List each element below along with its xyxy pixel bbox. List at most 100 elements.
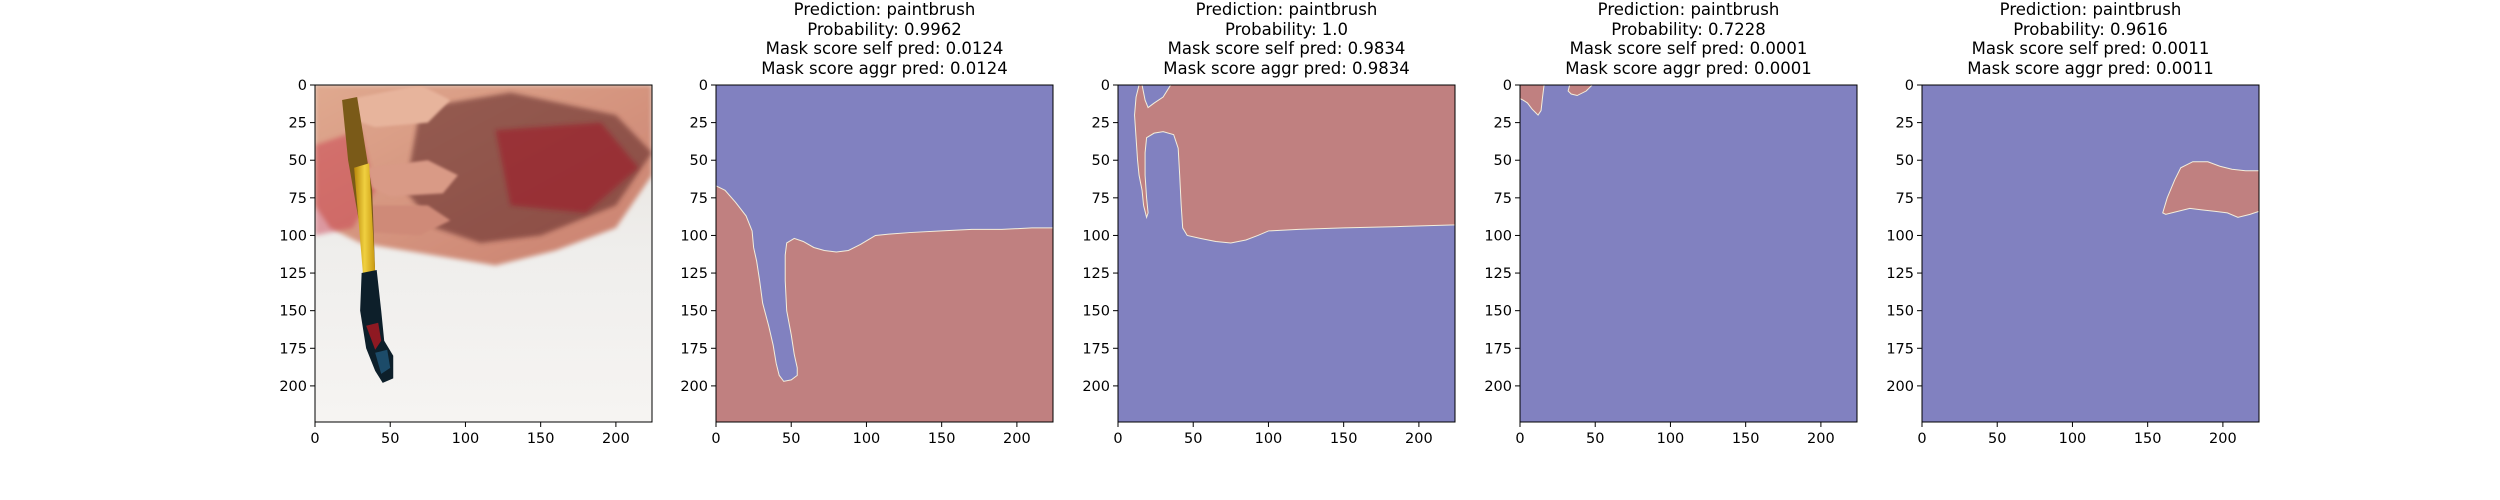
axes-frame [1117, 84, 1456, 423]
x-tick-label: 50 [1184, 431, 1202, 447]
x-tick-label: 100 [2059, 431, 2087, 447]
panel-title-3: Prediction: paintbrush Probability: 0.722… [1519, 0, 1859, 78]
x-tick-label: 100 [452, 431, 480, 447]
x-tick-label: 200 [1807, 431, 1835, 447]
y-tick-label: 125 [680, 266, 708, 282]
mask-region-red [1520, 85, 1545, 116]
y-tick-label: 50 [1494, 153, 1512, 169]
y-tick-label: 200 [680, 379, 708, 395]
x-tick-label: 150 [1732, 431, 1760, 447]
y-tick-label: 125 [1484, 266, 1512, 282]
y-tick-label: 75 [1896, 191, 1914, 207]
panel-content [315, 85, 652, 422]
photo-brush-ferrule [354, 163, 376, 277]
y-tick-label: 0 [1101, 78, 1110, 94]
axes-frame [1519, 84, 1858, 423]
panel-content [1520, 85, 1857, 422]
y-tick-label: 25 [1092, 116, 1110, 132]
x-tick-label: 0 [1917, 431, 1926, 447]
y-tick-label: 150 [680, 304, 708, 320]
panel-title-4: Prediction: paintbrush Probability: 0.961… [1921, 0, 2261, 78]
y-tick-label: 150 [1484, 304, 1512, 320]
y-tick-label: 200 [1886, 379, 1914, 395]
y-tick-label: 175 [279, 341, 307, 357]
y-tick-label: 175 [1886, 341, 1914, 357]
mask-panel-3: 0 50 100 150 200 0 25 50 75 100 125 150 175 200 [1484, 78, 1858, 447]
mask-region-red [1567, 85, 1593, 97]
x-tick-label: 150 [928, 431, 956, 447]
prediction-line: Prediction: paintbrush [1597, 0, 1780, 19]
probability-line: Probability: 0.7228 [1611, 19, 1766, 39]
y-tick-label: 75 [289, 191, 307, 207]
mask-score-aggr-line: Mask score aggr pred: 0.0001 [1565, 58, 1812, 78]
prediction-line: Prediction: paintbrush [793, 0, 976, 19]
y-tick-label: 50 [1092, 153, 1110, 169]
mask-score-aggr-line: Mask score aggr pred: 0.0124 [761, 58, 1008, 78]
y-tick-label: 0 [1503, 78, 1512, 94]
x-tick-label: 200 [1405, 431, 1433, 447]
x-tick-label: 0 [310, 431, 319, 447]
y-tick-label: 150 [1886, 304, 1914, 320]
mask-score-aggr-line: Mask score aggr pred: 0.9834 [1163, 58, 1410, 78]
y-tick-label: 200 [1082, 379, 1110, 395]
mask-score-self-line: Mask score self pred: 0.0011 [1971, 39, 2210, 58]
y-tick-label: 100 [680, 228, 708, 244]
y-tick-label: 150 [1082, 304, 1110, 320]
axes-frame [1921, 84, 2260, 423]
mask-score-self-line: Mask score self pred: 0.9834 [1167, 39, 1406, 58]
panel-content [1118, 85, 1455, 422]
y-tick-label: 100 [1886, 228, 1914, 244]
prediction-line: Prediction: paintbrush [1195, 0, 1378, 19]
probability-line: Probability: 0.9616 [2013, 19, 2168, 39]
x-tick-label: 50 [1988, 431, 2006, 447]
photo-finger-mid [367, 160, 458, 197]
x-tick-label: 200 [1003, 431, 1031, 447]
y-tick-label: 125 [1082, 266, 1110, 282]
x-tick-label: 100 [1255, 431, 1283, 447]
y-tick-label: 75 [1494, 191, 1512, 207]
mask-region-red [716, 185, 1053, 422]
x-tick-label: 50 [381, 431, 399, 447]
y-tick-label: 175 [1484, 341, 1512, 357]
y-tick-label: 0 [1905, 78, 1914, 94]
y-tick-label: 75 [690, 191, 708, 207]
mask-background [1520, 85, 1857, 422]
mask-panel-4: 0 50 100 150 200 0 25 50 75 100 125 150 175 200 [1886, 78, 2260, 447]
prediction-line: Prediction: paintbrush [1999, 0, 2182, 19]
x-tick-label: 150 [1330, 431, 1358, 447]
axes-frame [715, 84, 1054, 423]
y-tick-label: 125 [1886, 266, 1914, 282]
y-tick-label: 75 [1092, 191, 1110, 207]
mask-score-aggr-line: Mask score aggr pred: 0.0011 [1967, 58, 2214, 78]
y-tick-label: 25 [1494, 116, 1512, 132]
x-tick-label: 150 [527, 431, 555, 447]
input-image-panel: 0 50 100 150 200 0 25 50 75 100 125 150 175 200 [279, 78, 653, 447]
x-tick-label: 150 [2134, 431, 2162, 447]
panel-content [1922, 85, 2259, 422]
mask-region-red [1118, 85, 1455, 244]
mask-score-self-line: Mask score self pred: 0.0124 [765, 39, 1004, 58]
photo-finger-top [345, 85, 451, 128]
y-tick-label: 150 [279, 304, 307, 320]
y-tick-label: 175 [1082, 341, 1110, 357]
y-tick-label: 50 [289, 153, 307, 169]
y-tick-label: 50 [690, 153, 708, 169]
y-tick-label: 100 [1484, 228, 1512, 244]
y-tick-label: 25 [1896, 116, 1914, 132]
x-tick-label: 0 [1515, 431, 1524, 447]
y-tick-label: 50 [1896, 153, 1914, 169]
y-tick-label: 100 [279, 228, 307, 244]
x-tick-label: 50 [1586, 431, 1604, 447]
x-tick-label: 0 [711, 431, 720, 447]
y-tick-label: 100 [1082, 228, 1110, 244]
panel-content [716, 85, 1053, 422]
y-tick-label: 175 [680, 341, 708, 357]
x-tick-label: 50 [782, 431, 800, 447]
panel-title-2: Prediction: paintbrush Probability: 1.0 Ma… [1117, 0, 1457, 78]
y-tick-label: 200 [1484, 379, 1512, 395]
y-tick-label: 25 [289, 116, 307, 132]
probability-line: Probability: 1.0 [1224, 19, 1349, 39]
y-tick-label: 0 [699, 78, 708, 94]
x-tick-label: 0 [1113, 431, 1122, 447]
